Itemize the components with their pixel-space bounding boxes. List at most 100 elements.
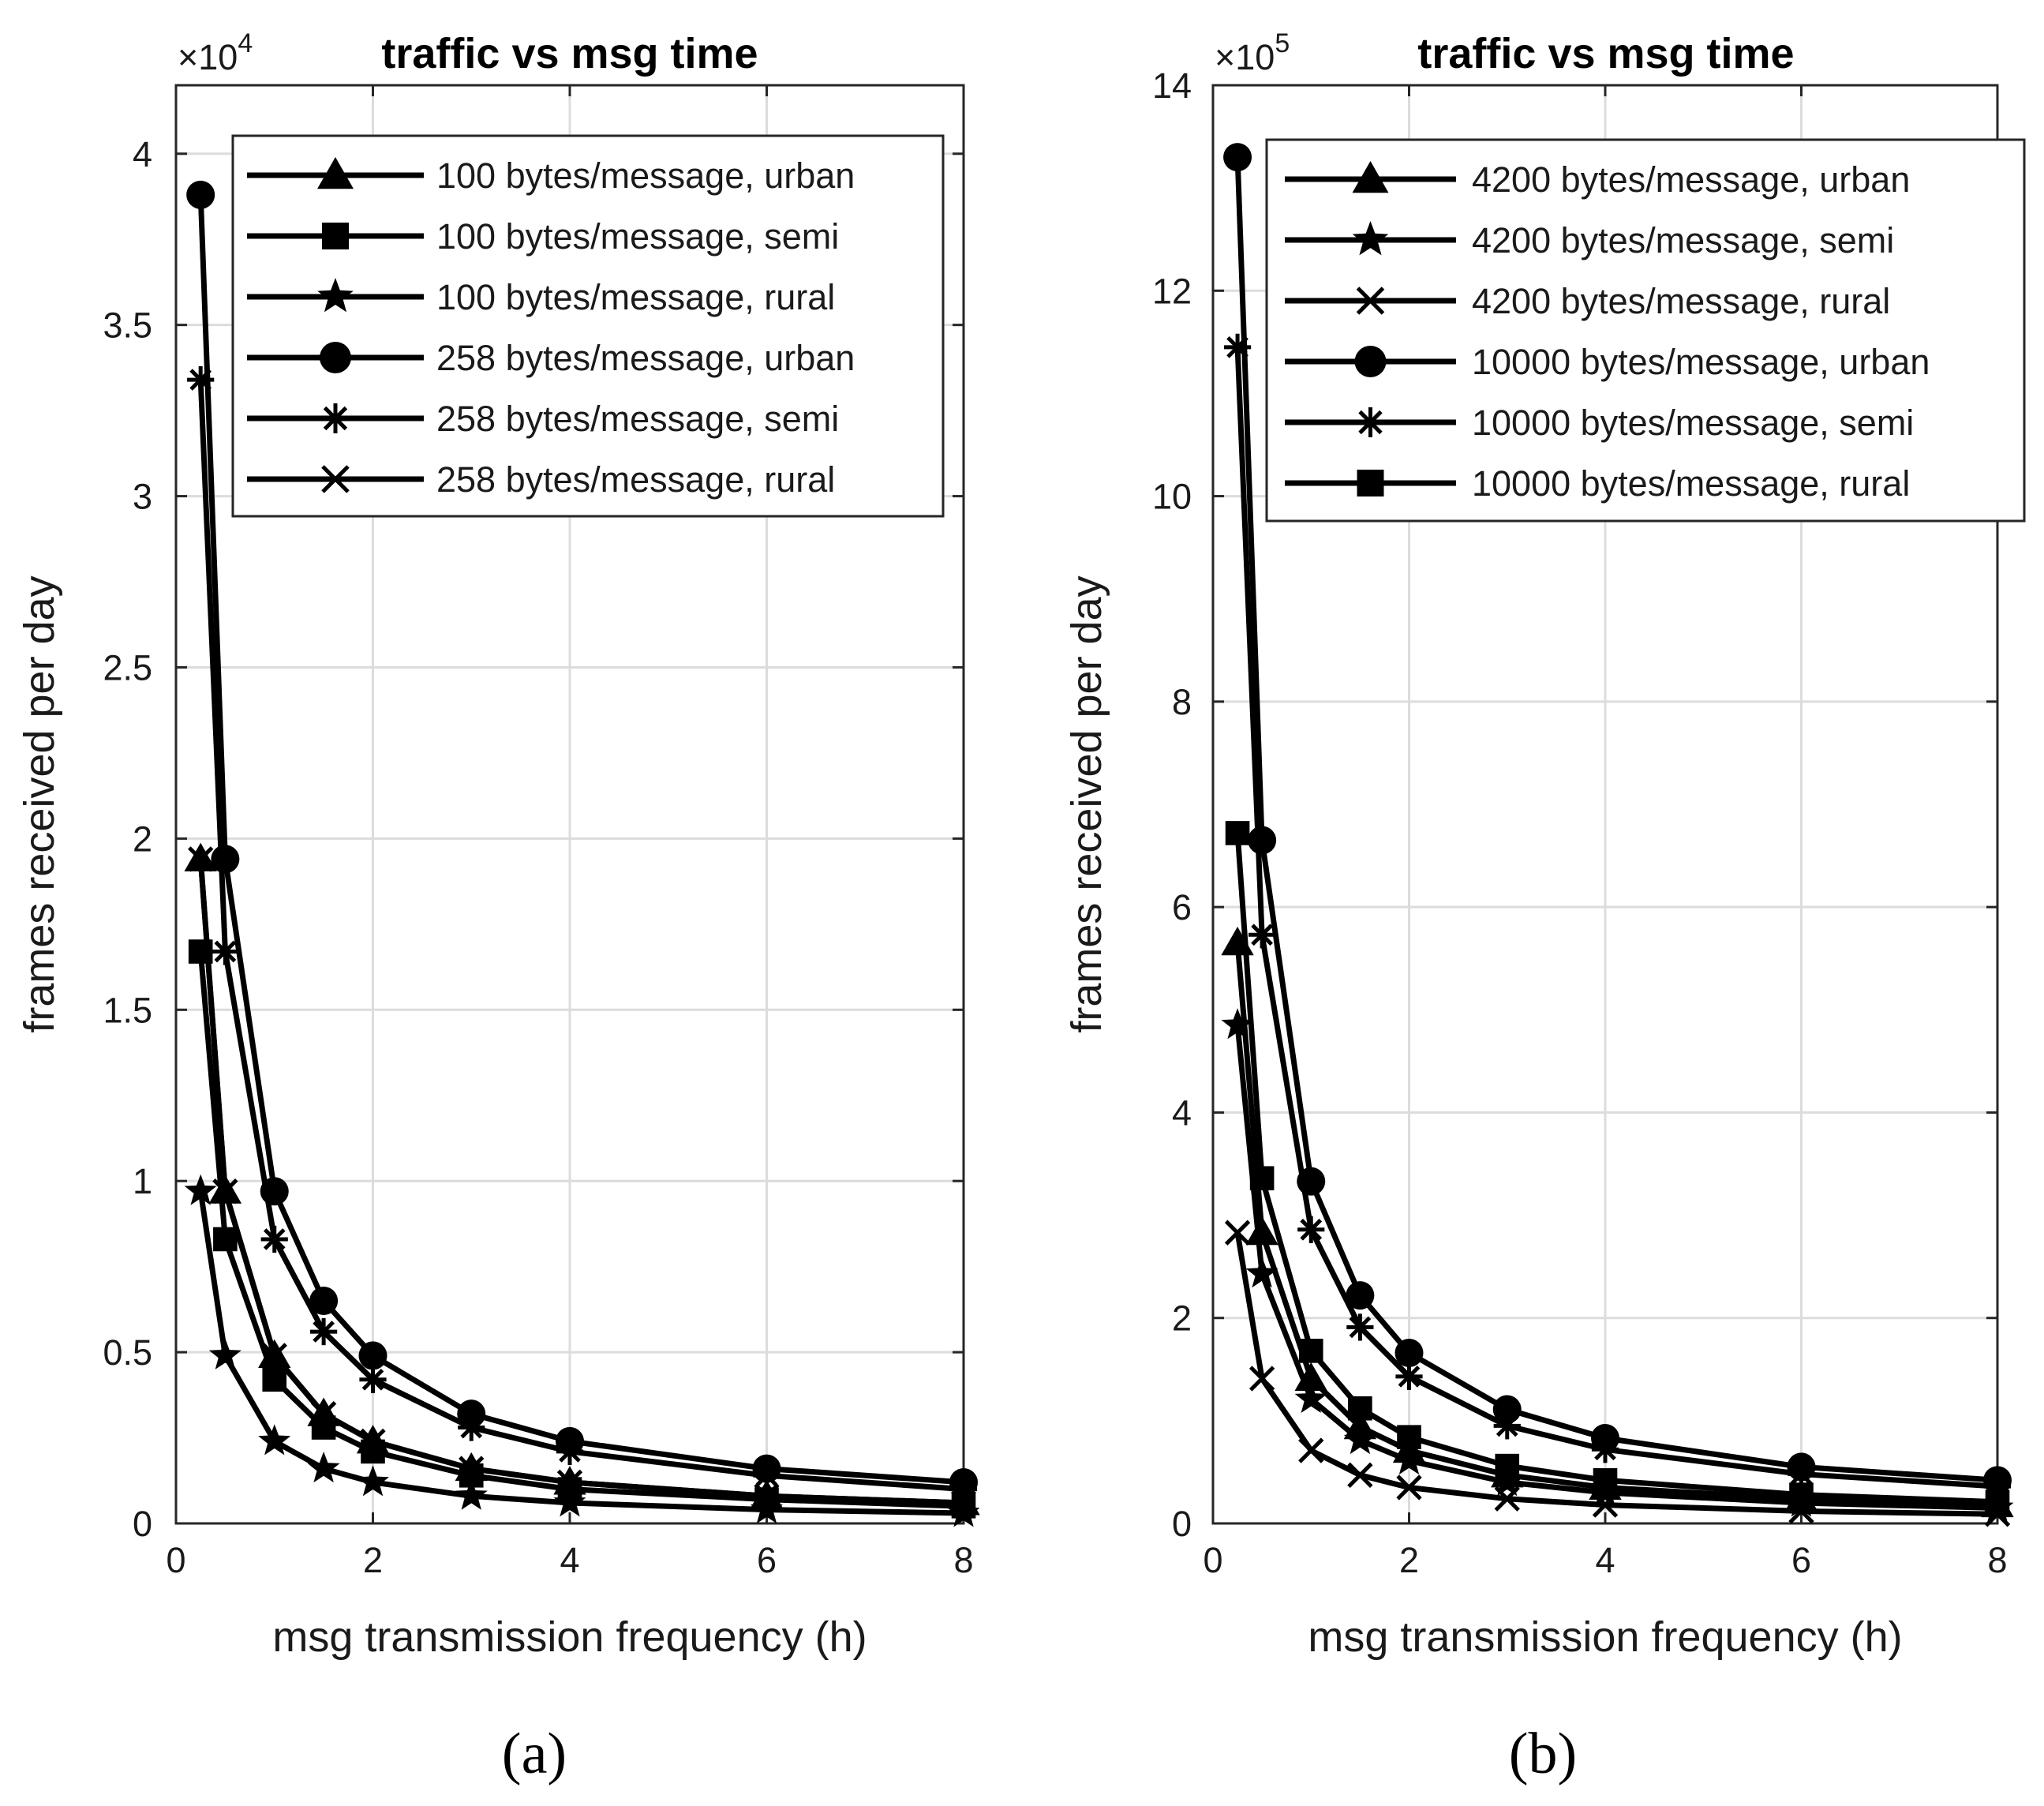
legend-box (231, 134, 945, 518)
x-axis-label: msg transmission frequency (h) (272, 1613, 867, 1661)
data-point-square (1225, 821, 1250, 845)
data-point-asterisk (1493, 1412, 1521, 1440)
data-point-circle (186, 180, 215, 209)
y-tick-label: 0 (133, 1504, 152, 1544)
data-point-circle (1248, 826, 1277, 855)
data-point-asterisk (556, 1437, 584, 1465)
y-tick-label: 0 (1172, 1504, 1192, 1544)
legend-label: 4200 bytes/message, rural (1472, 281, 1890, 321)
data-point-x (1592, 1492, 1619, 1518)
data-point-x (1224, 1220, 1251, 1246)
legend-entry: 258 bytes/message, rural (247, 459, 835, 500)
y-exponent-label: ×105 (1215, 28, 1290, 77)
data-point-circle (358, 1341, 387, 1370)
data-point-star (1343, 1423, 1376, 1455)
legend-marker-square (322, 223, 349, 249)
legend-label: 258 bytes/message, semi (436, 399, 839, 439)
y-tick-label: 2.5 (103, 647, 152, 688)
x-tick-label: 4 (1595, 1540, 1615, 1580)
y-tick-label: 12 (1152, 271, 1192, 311)
data-point-x (754, 1483, 780, 1509)
y-tick-label: 1 (133, 1161, 152, 1201)
data-point-square (262, 1367, 287, 1392)
data-point-x (261, 1343, 287, 1369)
data-point-star (1393, 1444, 1425, 1475)
data-point-star (357, 1465, 389, 1497)
y-exponent-label: ×104 (178, 28, 253, 77)
series-6 (188, 846, 977, 1516)
data-point-x (1494, 1486, 1520, 1512)
data-point-star (1491, 1465, 1524, 1497)
data-point-square (1348, 1396, 1372, 1421)
data-point-x (950, 1489, 977, 1516)
x-tick-label: 6 (1791, 1540, 1811, 1580)
data-point-star (455, 1478, 488, 1510)
data-point-asterisk (1297, 1216, 1325, 1243)
data-point-x (310, 1401, 337, 1427)
y-tick-label: 10 (1152, 477, 1192, 517)
legend-entry: 4200 bytes/message, semi (1285, 220, 1894, 260)
data-point-circle (1223, 143, 1252, 172)
legend-marker-x (1356, 287, 1385, 315)
legend-entry: 4200 bytes/message, urban (1285, 159, 1910, 200)
y-tick-label: 2 (1172, 1298, 1192, 1339)
legend-label: 10000 bytes/message, rural (1472, 463, 1910, 504)
y-tick-label: 8 (1172, 682, 1192, 722)
data-point-star (947, 1496, 980, 1527)
legend-label: 100 bytes/message, semi (436, 216, 839, 257)
data-point-square (1397, 1425, 1421, 1449)
data-point-asterisk (359, 1366, 387, 1393)
data-point-square (1249, 1166, 1275, 1191)
x-axis-label: msg transmission frequency (h) (1308, 1613, 1902, 1661)
data-point-star (1294, 1381, 1327, 1413)
legend-label: 10000 bytes/message, semi (1472, 403, 1914, 443)
y-tick-label: 6 (1172, 887, 1192, 927)
panel-caption: (a) (502, 1722, 567, 1786)
data-point-square (1985, 1489, 2010, 1514)
x-tick-label: 4 (560, 1540, 579, 1580)
legend-marker-circle (1354, 346, 1387, 377)
data-point-star (1221, 1008, 1254, 1040)
y-tick-label: 3.5 (103, 305, 152, 346)
legend-marker-star (317, 278, 354, 313)
legend: 4200 bytes/message, urban 4200 bytes/mess… (1265, 138, 2026, 523)
legend-label: 100 bytes/message, urban (436, 155, 855, 196)
legend-marker-x (321, 465, 350, 493)
data-point-x (556, 1469, 583, 1496)
data-point-circle (1346, 1281, 1375, 1310)
x-tick-label: 0 (1203, 1540, 1222, 1580)
x-tick-label: 2 (1399, 1540, 1419, 1580)
chart-title: traffic vs msg time (1417, 30, 1794, 77)
data-point-x (1298, 1437, 1324, 1463)
data-point-star (184, 1174, 217, 1205)
legend-entry: 10000 bytes/message, urban (1285, 342, 1930, 382)
y-tick-label: 3 (133, 477, 152, 517)
y-axis-label: frames received per day (1063, 575, 1110, 1032)
data-point-x (1347, 1462, 1373, 1489)
data-point-square (1495, 1453, 1520, 1478)
data-point-asterisk (1788, 1460, 1815, 1488)
legend-label: 10000 bytes/message, urban (1472, 342, 1930, 382)
legend-label: 100 bytes/message, rural (436, 277, 835, 317)
data-point-square (1298, 1339, 1323, 1363)
legend-marker-triangle (317, 157, 354, 189)
data-point-star (307, 1452, 340, 1483)
data-point-asterisk (1248, 921, 1276, 949)
data-point-asterisk (310, 1317, 338, 1346)
data-point-asterisk (1395, 1362, 1423, 1390)
legend-marker-square (1357, 470, 1384, 496)
y-tick-label: 2 (133, 819, 152, 859)
legend: 100 bytes/message, urban 100 bytes/messag… (231, 134, 945, 518)
data-point-asterisk (1591, 1436, 1619, 1463)
x-tick-label: 6 (757, 1540, 777, 1580)
legend-marker-asterisk (320, 403, 350, 433)
data-point-star (751, 1493, 783, 1524)
data-point-asterisk (187, 365, 215, 394)
legend-entry: 258 bytes/message, semi (247, 399, 839, 439)
legend-entry: 10000 bytes/message, rural (1285, 463, 1910, 504)
y-tick-label: 4 (1172, 1092, 1192, 1133)
legend-label: 258 bytes/message, rural (436, 459, 835, 500)
data-point-circle (1394, 1338, 1424, 1367)
data-point-x (1396, 1474, 1422, 1501)
